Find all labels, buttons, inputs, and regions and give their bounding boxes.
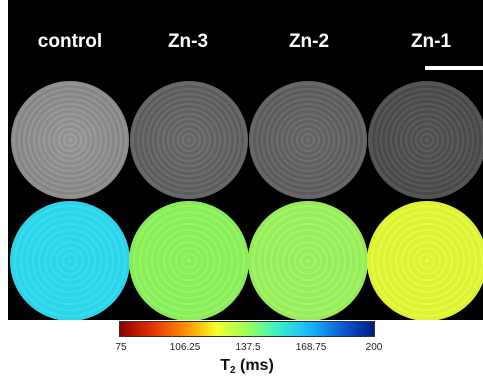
t2-map-zn-3 xyxy=(129,201,249,320)
t2-map-zn-1 xyxy=(367,201,483,320)
mri-image-zn-2 xyxy=(249,81,367,199)
mri-image-zn-3 xyxy=(130,81,248,199)
t2-map-zn-2 xyxy=(248,201,368,320)
label-zn-2: Zn-2 xyxy=(288,31,330,52)
colorbar-tick-137-5: 137.5 xyxy=(235,342,261,353)
colorbar-title-main: T xyxy=(220,357,230,374)
colorbar-title: T2 (ms) xyxy=(220,357,274,376)
colorbar-title-unit: (ms) xyxy=(235,357,274,374)
label-control: control xyxy=(37,31,103,52)
colorbar-tick-106-25: 106.25 xyxy=(169,342,201,353)
scale-bar xyxy=(425,66,483,70)
colorbar-title-subscript: 2 xyxy=(229,365,236,376)
label-zn-3: Zn-3 xyxy=(167,31,209,52)
mri-image-control xyxy=(11,81,129,199)
label-zn-1: Zn-1 xyxy=(410,31,452,52)
mri-figure: control Zn-3 Zn-2 Zn-1 xyxy=(8,0,483,320)
mri-image-zn-1 xyxy=(368,81,483,199)
colorbar-tick-75: 75 xyxy=(115,342,127,353)
colorbar-tick-200: 200 xyxy=(365,342,383,353)
colorbar-tick-168-75: 168.75 xyxy=(295,342,327,353)
t2-map-control xyxy=(10,201,130,320)
t2-colorbar xyxy=(119,321,375,337)
